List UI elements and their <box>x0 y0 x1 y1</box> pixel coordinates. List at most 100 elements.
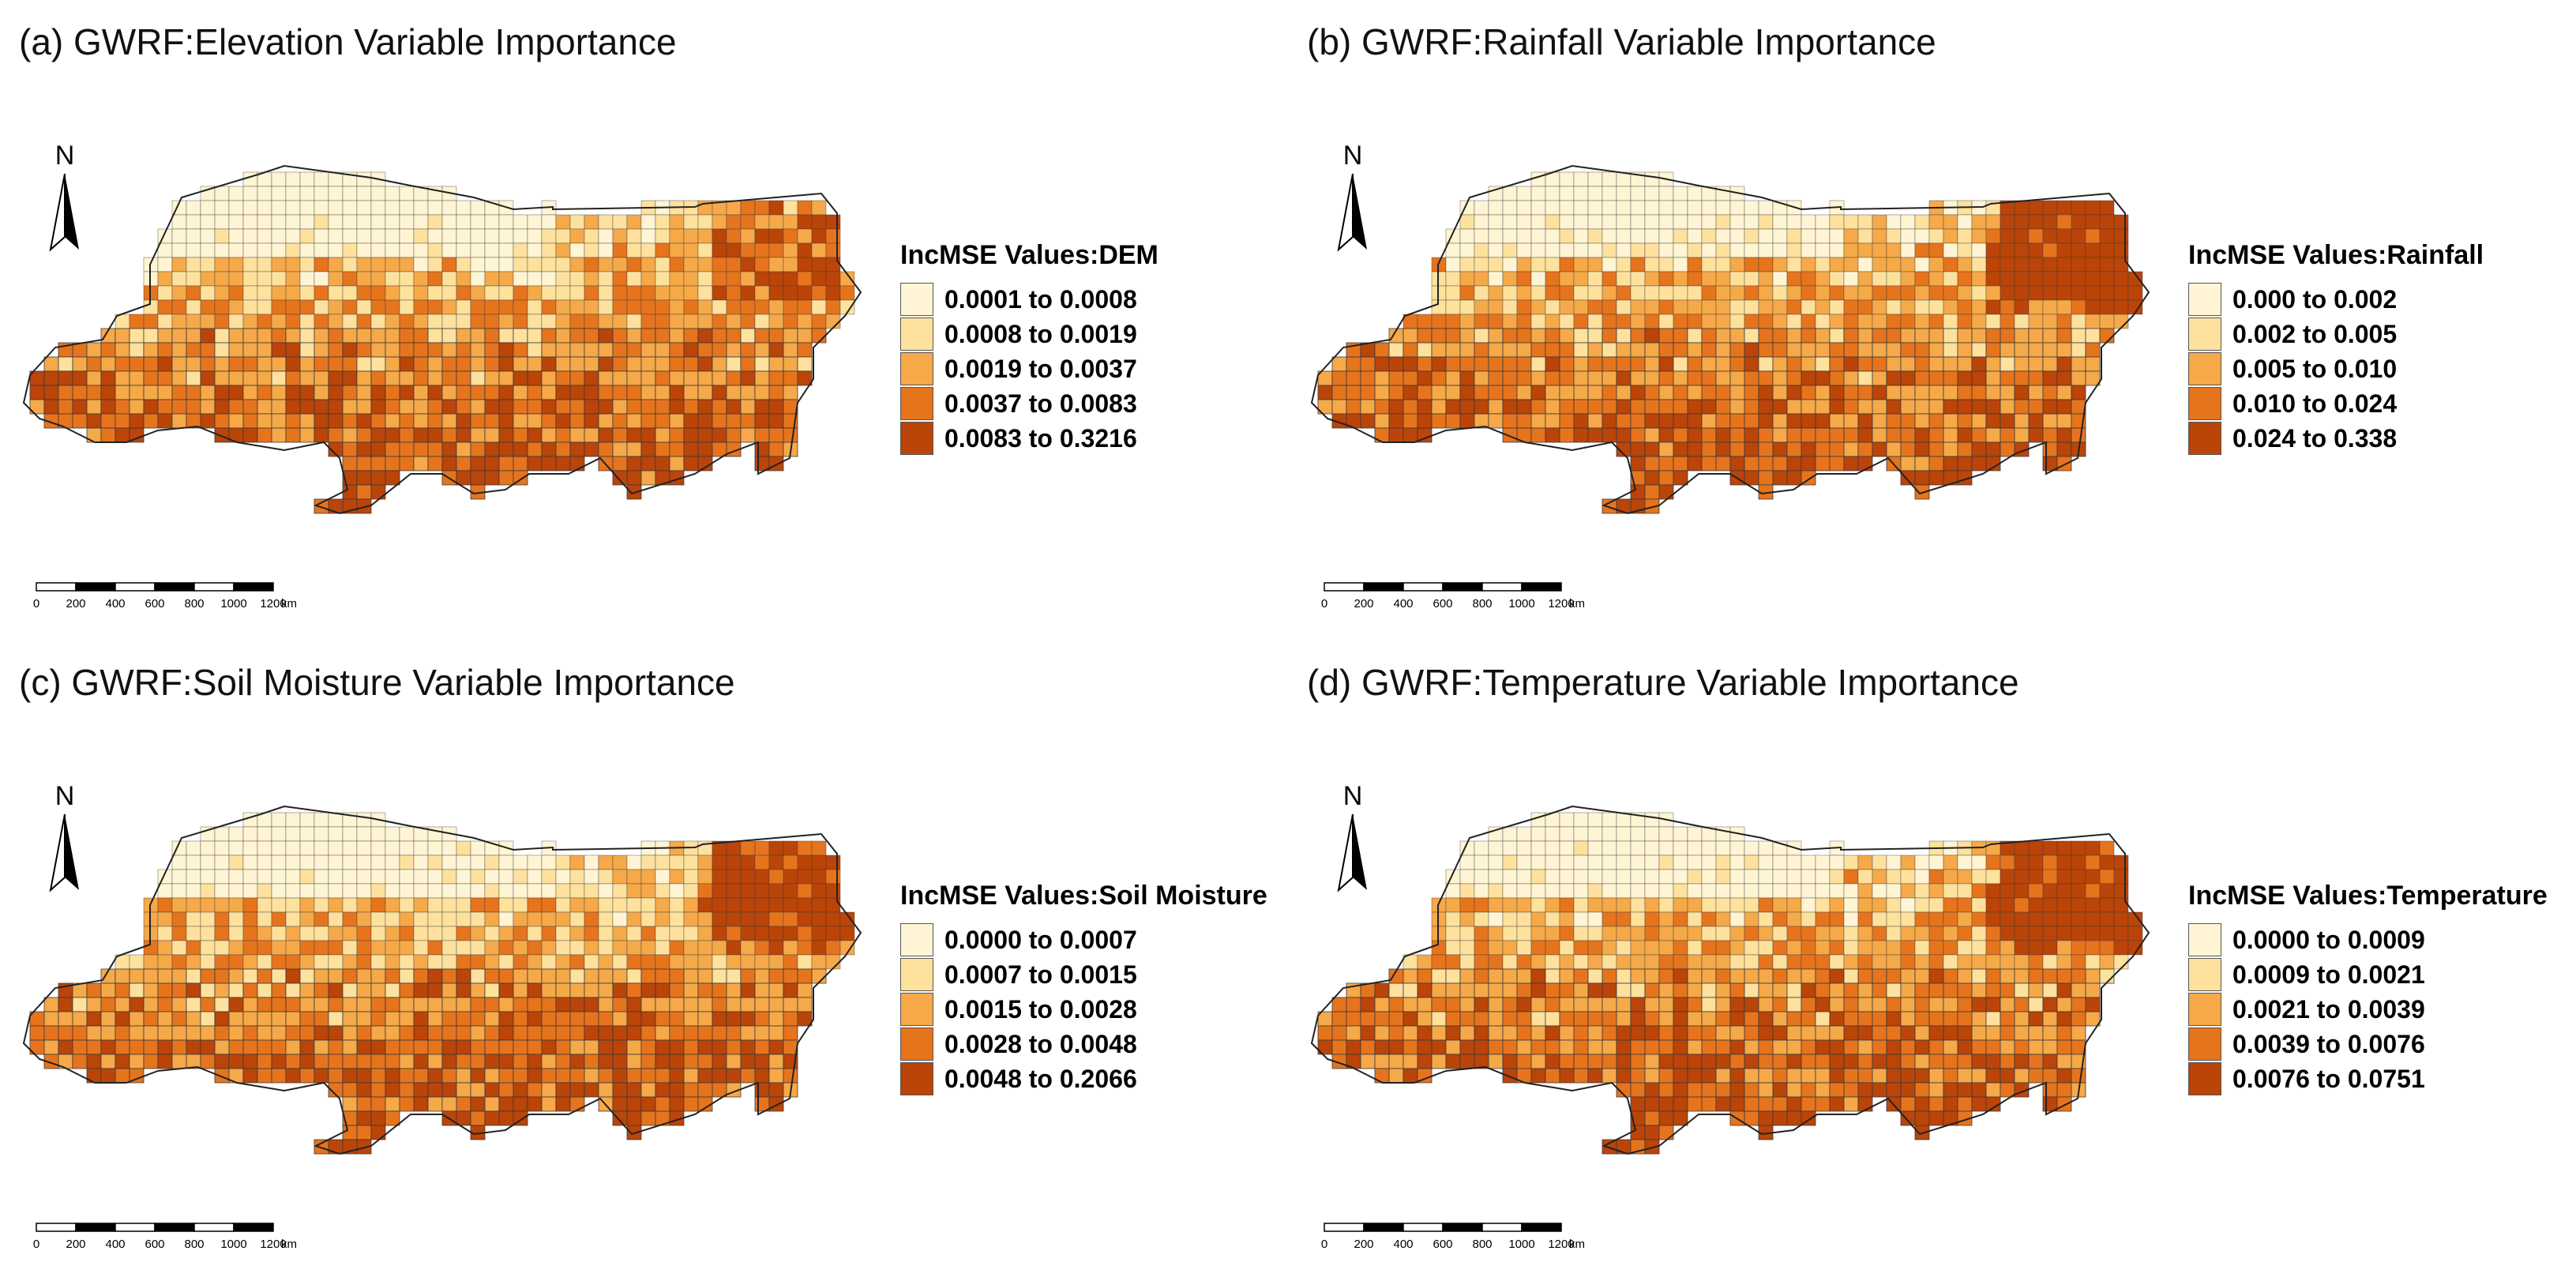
district <box>470 285 486 301</box>
district <box>2099 200 2115 216</box>
district <box>1602 855 1617 870</box>
district <box>797 356 813 372</box>
district <box>683 1082 699 1098</box>
district <box>2014 1068 2030 1084</box>
district <box>1502 257 1518 272</box>
district <box>200 299 216 315</box>
district <box>200 911 216 927</box>
district <box>2099 954 2115 970</box>
district <box>569 982 585 998</box>
district <box>626 1025 642 1041</box>
district <box>640 356 656 372</box>
district <box>328 299 344 315</box>
district <box>413 1011 429 1027</box>
district <box>1815 427 1831 443</box>
district <box>1758 1096 1774 1112</box>
district <box>1701 385 1717 400</box>
district <box>697 342 713 358</box>
district <box>1545 954 1560 970</box>
district <box>1459 399 1475 415</box>
district <box>385 926 400 941</box>
scale-segment <box>1363 1223 1404 1232</box>
district <box>669 911 685 927</box>
district <box>1957 413 1973 429</box>
district <box>527 228 543 244</box>
district <box>1744 370 1759 386</box>
district <box>1687 228 1703 244</box>
district <box>58 385 73 400</box>
district <box>1673 385 1688 400</box>
district <box>626 413 642 429</box>
district <box>640 413 656 429</box>
district <box>2099 840 2115 856</box>
district <box>1815 1054 1831 1069</box>
district <box>2028 1039 2044 1055</box>
district <box>1943 214 1958 230</box>
district <box>157 1011 173 1027</box>
district <box>498 968 514 984</box>
district <box>1388 427 1404 443</box>
district <box>1360 370 1376 386</box>
district <box>584 427 599 443</box>
district <box>470 328 486 344</box>
district <box>1928 940 1944 956</box>
district <box>1616 1054 1632 1069</box>
district <box>1644 214 1660 230</box>
district <box>484 883 500 899</box>
district <box>612 1025 628 1041</box>
district <box>285 427 301 443</box>
district <box>1971 456 1987 471</box>
district <box>271 200 287 216</box>
district <box>143 997 159 1012</box>
district <box>1502 356 1518 372</box>
district <box>1630 342 1646 358</box>
district <box>612 1110 628 1126</box>
district <box>370 1096 386 1112</box>
district <box>314 356 329 372</box>
district <box>2113 954 2129 970</box>
district <box>2014 1039 2030 1055</box>
district <box>569 940 585 956</box>
legend: IncMSE Values:Soil Moisture 0.0000 to 0.… <box>900 881 1267 1096</box>
district <box>1360 413 1376 429</box>
district <box>768 456 784 471</box>
district <box>1786 926 1802 941</box>
legend-swatch <box>900 387 933 420</box>
district <box>257 826 272 842</box>
district <box>598 356 614 372</box>
district <box>1587 285 1603 301</box>
legend-item: 0.0001 to 0.0008 <box>900 282 1158 317</box>
district <box>754 954 770 970</box>
district <box>2099 883 2115 899</box>
district <box>441 1096 457 1112</box>
district <box>399 1011 415 1027</box>
district <box>370 1082 386 1098</box>
district <box>441 314 457 329</box>
district <box>1957 271 1973 287</box>
district <box>768 214 784 230</box>
district <box>271 812 287 828</box>
district <box>626 982 642 998</box>
district <box>370 1025 386 1041</box>
district <box>1474 954 1489 970</box>
district <box>740 271 756 287</box>
district <box>754 968 770 984</box>
district <box>2113 911 2129 927</box>
district <box>1772 1025 1788 1041</box>
district <box>1559 855 1575 870</box>
district <box>1943 370 1958 386</box>
district <box>1431 954 1447 970</box>
district <box>1772 1082 1788 1098</box>
district <box>427 200 443 216</box>
district <box>370 271 386 287</box>
district <box>342 1054 358 1069</box>
country-outline <box>1310 805 2150 1155</box>
district <box>1758 883 1774 899</box>
district <box>385 1054 400 1069</box>
district <box>470 940 486 956</box>
district <box>1758 285 1774 301</box>
district <box>768 954 784 970</box>
district <box>811 954 827 970</box>
district <box>427 1039 443 1055</box>
district <box>1815 911 1831 927</box>
